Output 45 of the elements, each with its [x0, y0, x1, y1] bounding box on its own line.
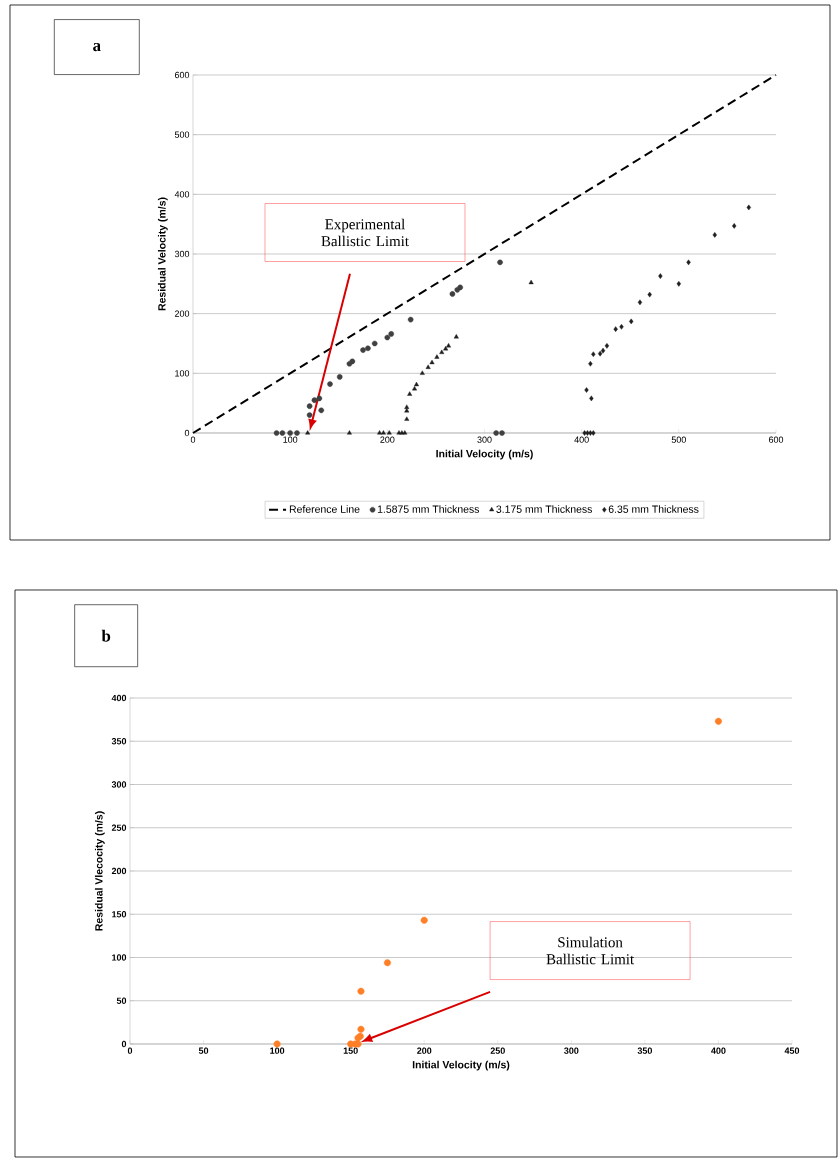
x-tick-label: 100 [283, 436, 298, 443]
y-tick-label: 200 [174, 310, 190, 317]
legend-label: 6.35 mm Thickness [608, 505, 699, 513]
x-tick-label: 0 [190, 436, 196, 443]
x-tick-label: 400 [574, 436, 589, 443]
annotation: Simulation Ballistic Limit [546, 936, 635, 965]
x-tick-label: 250 [490, 1047, 505, 1054]
y-tick-label: 500 [174, 131, 190, 138]
y-tick-label: 200 [111, 867, 127, 875]
y-axis-title: Residual Vlecocity (m/s) [94, 811, 105, 931]
y-tick-label: 350 [111, 738, 127, 745]
x-tick-label: 300 [564, 1047, 579, 1054]
y-tick-label: 50 [116, 997, 127, 1004]
x-tick-label: 100 [270, 1047, 285, 1054]
x-axis-title: Initial Velocity (m/s) [412, 1060, 510, 1071]
x-tick-label: 500 [671, 436, 686, 443]
y-tick-label: 600 [174, 71, 190, 79]
x-tick-label: 50 [198, 1047, 209, 1054]
y-tick-label: 400 [111, 694, 127, 702]
x-tick-label: 300 [477, 436, 492, 443]
y-tick-label: 0 [121, 1040, 127, 1048]
y-tick-label: 100 [175, 370, 190, 377]
x-tick-label: 0 [127, 1047, 133, 1054]
x-tick-label: 600 [768, 436, 784, 443]
legend-label: Reference Line [289, 505, 360, 513]
y-tick-label: 250 [111, 824, 127, 831]
y-tick-label: 300 [111, 781, 127, 788]
x-tick-label: 400 [711, 1047, 726, 1054]
legend-label: 1.5875 mm Thickness [377, 505, 480, 513]
x-tick-label: 350 [637, 1047, 653, 1054]
y-tick-label: 150 [112, 911, 127, 918]
annotation: Experimental Ballistic Limit [321, 218, 409, 247]
y-axis-title: Residual Velocity (m/s) [157, 197, 168, 311]
x-axis-title: Initial Velocity (m/s) [436, 449, 533, 460]
legend-label: 3.175 mm Thickness [496, 505, 592, 513]
y-tick-label: 0 [184, 429, 190, 437]
x-tick-label: 200 [417, 1047, 432, 1054]
text: b [101, 629, 111, 642]
y-tick-label: 100 [112, 954, 127, 961]
text: a [93, 43, 101, 52]
x-tick-label: 450 [784, 1047, 800, 1054]
y-tick-label: 300 [174, 250, 190, 258]
x-tick-label: 150 [343, 1047, 358, 1054]
x-tick-label: 200 [380, 436, 395, 443]
y-tick-label: 400 [174, 191, 190, 198]
